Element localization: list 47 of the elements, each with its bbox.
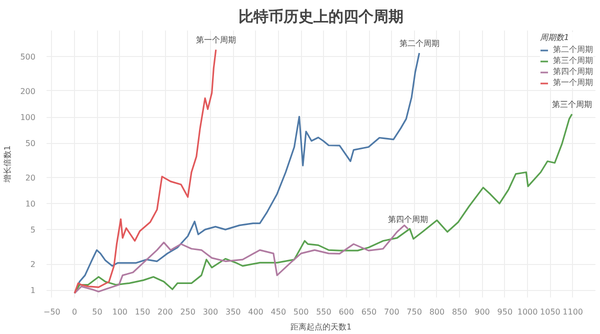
chart-title: 比特币历史上的四个周期: [238, 8, 404, 26]
line-series: [74, 48, 217, 294]
y-tick-label: 100: [20, 113, 36, 122]
y-tick-label: 20: [25, 173, 36, 182]
y-tick-label: 1: [30, 286, 36, 296]
x-tick-label: 600: [338, 308, 354, 316]
x-tick-label: 750: [406, 308, 422, 316]
x-tick-label: 1050: [540, 308, 560, 316]
x-tick-label: 800: [429, 308, 445, 316]
annotation: 第二个周期: [399, 39, 440, 48]
y-tick-label: 2: [30, 260, 36, 269]
annotation: 第三个周期: [552, 100, 592, 110]
line-series: [74, 224, 409, 294]
legend-label: 第三个周期: [553, 55, 593, 66]
x-tick-label: 400: [248, 308, 264, 316]
y-tick-label: 500: [20, 52, 36, 62]
y-tick-label: 5: [30, 226, 36, 235]
legend-label: 第四个周期: [553, 66, 593, 77]
x-tick-label: 450: [270, 308, 286, 316]
x-tick-label: 950: [497, 308, 513, 316]
x-tick-label: 850: [452, 308, 468, 316]
x-tick-label: 700: [384, 308, 400, 316]
x-tick-label: 100: [112, 308, 128, 316]
x-axis-title: 距离起点的天数1: [290, 322, 352, 332]
legend-label: 第一个周期: [553, 77, 593, 88]
x-tick-label: 150: [134, 308, 150, 316]
y-tick-label: 10: [25, 200, 36, 209]
x-tick-label: 550: [316, 308, 332, 316]
y-axis-title: 增长倍数1: [3, 145, 12, 184]
annotation: 第四个周期: [388, 214, 428, 224]
x-tick-label: −50: [43, 308, 60, 316]
x-tick-label: 200: [158, 308, 173, 316]
x-tick-label: 50: [92, 308, 102, 316]
x-tick-label: 900: [474, 308, 490, 316]
x-tick-label: 0: [72, 308, 78, 316]
x-tick-label: 1000: [517, 308, 538, 316]
y-tick-label: 200: [20, 86, 36, 96]
x-tick-label: 500: [293, 308, 309, 316]
x-tick-label: 350: [225, 308, 241, 316]
x-tick-label: 250: [180, 308, 196, 316]
x-tick-label: 650: [361, 308, 377, 316]
y-tick-label: 50: [25, 139, 36, 148]
annotation: 第一个周期: [196, 36, 236, 45]
legend-label: 第二个周期: [553, 44, 593, 55]
x-tick-label: 1100: [562, 308, 584, 316]
legend-title: 周期数1: [540, 32, 570, 43]
x-tick-label: 300: [202, 308, 218, 316]
